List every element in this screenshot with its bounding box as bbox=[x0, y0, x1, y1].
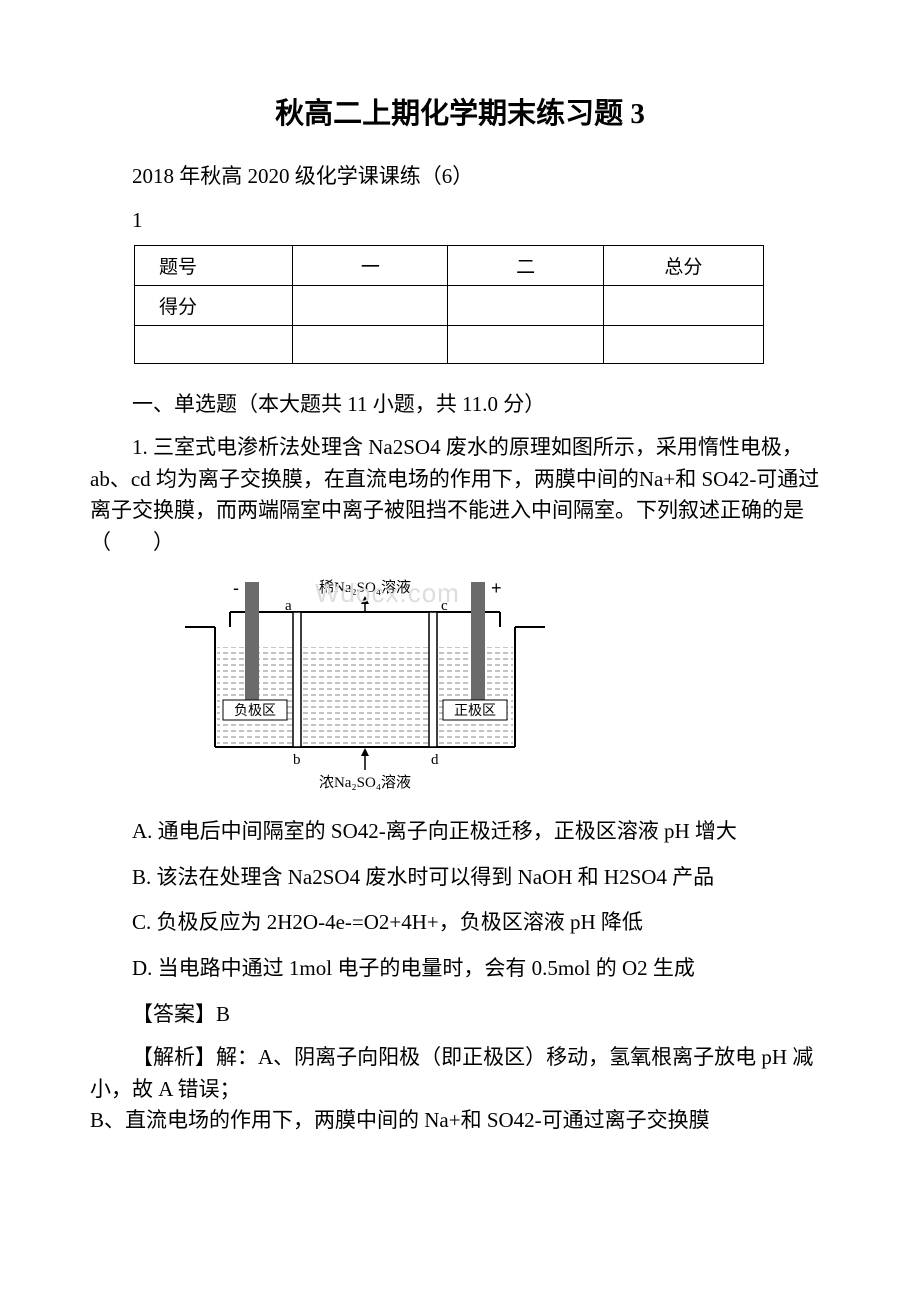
cell bbox=[293, 326, 448, 364]
left-region-label: 负极区 bbox=[234, 703, 276, 719]
section-header: 一、单选题（本大题共 11 小题，共 11.0 分） bbox=[90, 388, 830, 418]
score-table: 题号 一 二 总分 得分 bbox=[134, 245, 764, 364]
cell-label bbox=[135, 326, 293, 364]
top-solution-label: 稀Na₂SO₄溶液 bbox=[319, 579, 411, 596]
electrolysis-diagram: Wdocx.com 负极区 正极区 稀Na₂SO₄溶液 bbox=[175, 572, 555, 802]
option-c: C. 负极反应为 2H2O-4e-=O2+4H+，负极区溶液 pH 降低 bbox=[90, 907, 830, 939]
cell: 二 bbox=[448, 246, 603, 286]
explanation-line1: 【解析】解：A、阴离子向阳极（即正极区）移动，氢氧根离子放电 pH 减小，故 A… bbox=[90, 1042, 830, 1105]
cell-label: 题号 bbox=[135, 246, 293, 286]
page-title: 秋高二上期化学期末练习题 3 bbox=[90, 90, 830, 132]
cell: 一 bbox=[293, 246, 448, 286]
table-row: 题号 一 二 总分 bbox=[135, 246, 764, 286]
cell bbox=[603, 326, 763, 364]
table-row bbox=[135, 326, 764, 364]
label-d: d bbox=[431, 752, 439, 768]
explanation-line2: B、直流电场的作用下，两膜中间的 Na+和 SO42-可通过离子交换膜 bbox=[90, 1105, 830, 1137]
subtitle: 2018 年秋高 2020 级化学课课练（6） bbox=[90, 160, 830, 190]
plus-label: + bbox=[491, 578, 502, 598]
minus-label: - bbox=[233, 578, 239, 598]
option-b: B. 该法在处理含 Na2SO4 废水时可以得到 NaOH 和 H2SO4 产品 bbox=[90, 862, 830, 894]
label-c: c bbox=[441, 598, 448, 614]
cell bbox=[603, 286, 763, 326]
diagram-svg: 负极区 正极区 稀Na₂SO₄溶液 浓Na₂SO₄溶液 a b c d - + bbox=[175, 572, 555, 797]
right-region-label: 正极区 bbox=[454, 703, 496, 719]
answer: 【答案】B bbox=[90, 998, 830, 1028]
cell bbox=[448, 326, 603, 364]
question-stem: 1. 三室式电渗析法处理含 Na2SO4 废水的原理如图所示，采用惰性电极，ab… bbox=[90, 432, 830, 558]
option-a: A. 通电后中间隔室的 SO42-离子向正极迁移，正极区溶液 pH 增大 bbox=[90, 816, 830, 848]
cell-label: 得分 bbox=[135, 286, 293, 326]
label-b: b bbox=[293, 752, 301, 768]
page-number: 1 bbox=[90, 208, 830, 233]
option-d: D. 当电路中通过 1mol 电子的电量时，会有 0.5mol 的 O2 生成 bbox=[90, 953, 830, 985]
cell: 总分 bbox=[603, 246, 763, 286]
cell bbox=[448, 286, 603, 326]
bottom-solution-label: 浓Na₂SO₄溶液 bbox=[319, 774, 411, 791]
table-row: 得分 bbox=[135, 286, 764, 326]
label-a: a bbox=[285, 598, 292, 614]
cell bbox=[293, 286, 448, 326]
